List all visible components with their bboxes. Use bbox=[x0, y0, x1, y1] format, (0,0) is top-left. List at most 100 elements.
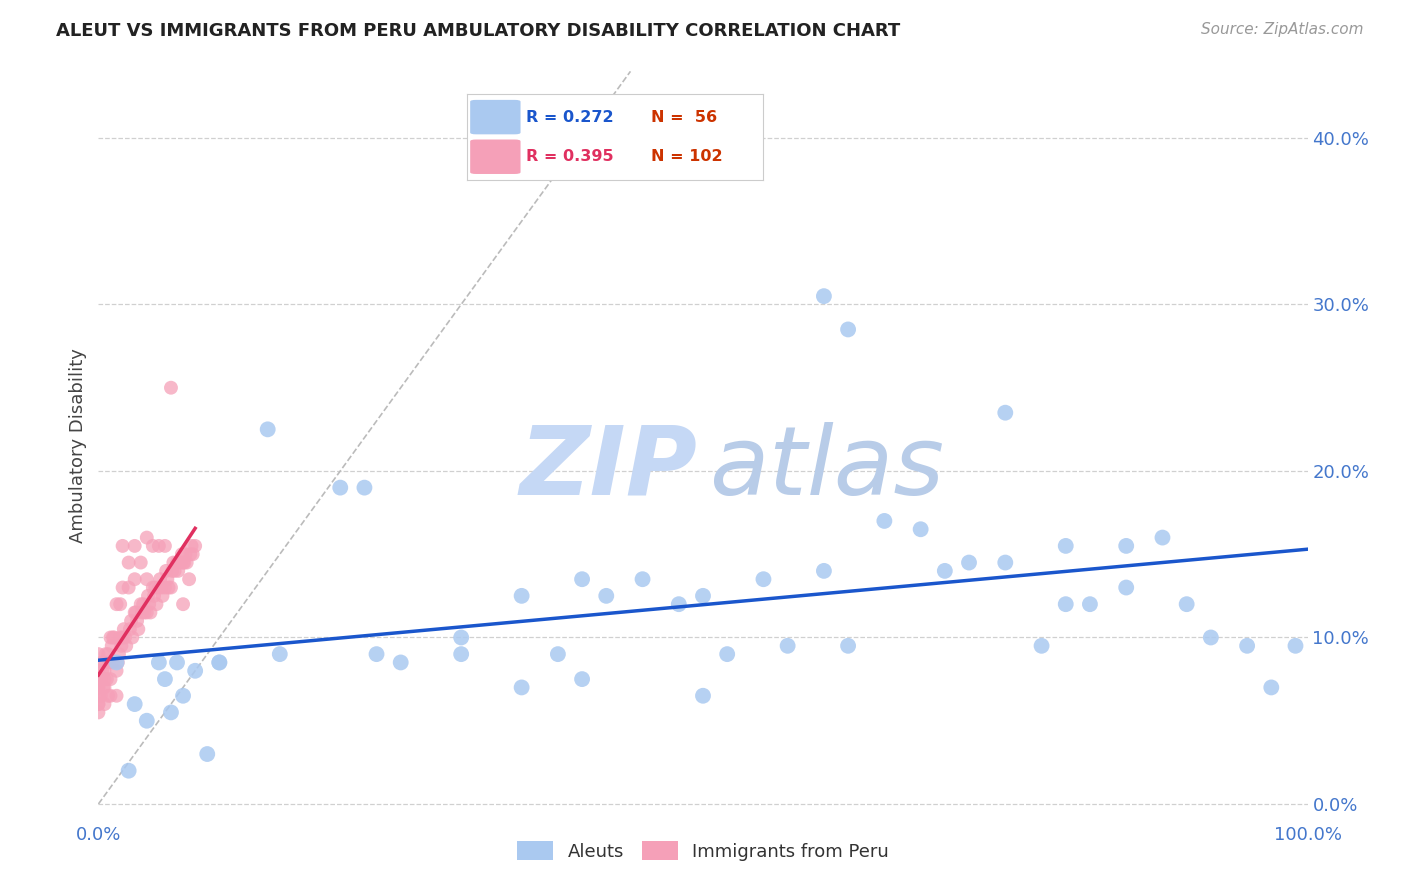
Point bbox=[172, 556, 194, 570]
Point bbox=[107, 656, 129, 670]
Point bbox=[595, 589, 617, 603]
Point bbox=[1031, 639, 1053, 653]
Point bbox=[208, 656, 231, 670]
Point bbox=[256, 422, 278, 436]
Point bbox=[135, 714, 157, 728]
Point bbox=[105, 664, 128, 678]
Point bbox=[837, 322, 859, 336]
Point bbox=[510, 589, 533, 603]
Point bbox=[87, 647, 110, 661]
Point bbox=[100, 672, 122, 686]
Point bbox=[135, 531, 157, 545]
Point bbox=[160, 581, 183, 595]
Point bbox=[127, 622, 149, 636]
Point bbox=[101, 631, 124, 645]
Point bbox=[692, 589, 714, 603]
Point bbox=[181, 547, 204, 561]
Point bbox=[129, 556, 152, 570]
Point bbox=[450, 647, 472, 661]
Point bbox=[118, 622, 141, 636]
Point bbox=[1199, 631, 1222, 645]
Point bbox=[115, 639, 138, 653]
Point bbox=[132, 597, 155, 611]
Text: atlas: atlas bbox=[709, 422, 943, 515]
Point bbox=[124, 539, 146, 553]
Point bbox=[172, 689, 194, 703]
Point bbox=[129, 597, 152, 611]
Point bbox=[118, 581, 141, 595]
Point bbox=[127, 614, 149, 628]
Point bbox=[156, 572, 179, 586]
Point bbox=[111, 581, 134, 595]
Point bbox=[87, 664, 110, 678]
Point bbox=[450, 631, 472, 645]
Point bbox=[179, 547, 201, 561]
Point bbox=[184, 664, 207, 678]
Point bbox=[87, 697, 110, 711]
Point bbox=[135, 572, 157, 586]
Point bbox=[813, 564, 835, 578]
Point bbox=[837, 639, 859, 653]
Point bbox=[163, 564, 186, 578]
Point bbox=[329, 481, 352, 495]
Point bbox=[94, 647, 117, 661]
Point bbox=[776, 639, 799, 653]
Point bbox=[91, 664, 114, 678]
Point bbox=[172, 597, 194, 611]
Point bbox=[87, 689, 110, 703]
Point bbox=[90, 689, 112, 703]
Point bbox=[366, 647, 388, 661]
Point bbox=[157, 581, 180, 595]
Point bbox=[1284, 639, 1306, 653]
Point bbox=[813, 289, 835, 303]
Text: ZIP: ZIP bbox=[519, 422, 697, 515]
Point bbox=[510, 681, 533, 695]
Legend: Aleuts, Immigrants from Peru: Aleuts, Immigrants from Peru bbox=[509, 834, 897, 868]
Point bbox=[93, 681, 115, 695]
Point bbox=[114, 631, 136, 645]
Point bbox=[1054, 597, 1077, 611]
Point bbox=[1078, 597, 1101, 611]
Point bbox=[269, 647, 291, 661]
Point bbox=[176, 556, 198, 570]
Text: ALEUT VS IMMIGRANTS FROM PERU AMBULATORY DISABILITY CORRELATION CHART: ALEUT VS IMMIGRANTS FROM PERU AMBULATORY… bbox=[56, 22, 900, 40]
Point bbox=[124, 606, 146, 620]
Point bbox=[752, 572, 775, 586]
Point bbox=[1236, 639, 1258, 653]
Point bbox=[100, 689, 122, 703]
Point bbox=[105, 597, 128, 611]
Point bbox=[153, 539, 176, 553]
Point bbox=[108, 647, 131, 661]
Point bbox=[103, 631, 125, 645]
Point bbox=[97, 689, 120, 703]
Text: Source: ZipAtlas.com: Source: ZipAtlas.com bbox=[1201, 22, 1364, 37]
Point bbox=[571, 672, 593, 686]
Point bbox=[98, 656, 121, 670]
Point bbox=[668, 597, 690, 611]
Point bbox=[910, 522, 932, 536]
Point bbox=[108, 597, 131, 611]
Point bbox=[169, 556, 191, 570]
Point bbox=[716, 647, 738, 661]
Point bbox=[90, 672, 112, 686]
Point bbox=[547, 647, 569, 661]
Point bbox=[166, 656, 188, 670]
Point bbox=[166, 556, 188, 570]
Point bbox=[208, 656, 231, 670]
Point bbox=[631, 572, 654, 586]
Point bbox=[93, 664, 115, 678]
Point bbox=[139, 606, 162, 620]
Point bbox=[994, 406, 1017, 420]
Point bbox=[162, 556, 184, 570]
Point bbox=[571, 572, 593, 586]
Point bbox=[143, 589, 166, 603]
Point bbox=[124, 697, 146, 711]
Point bbox=[91, 656, 114, 670]
Point bbox=[160, 706, 183, 720]
Point bbox=[148, 581, 170, 595]
Point bbox=[173, 556, 195, 570]
Point bbox=[101, 656, 124, 670]
Point bbox=[91, 681, 114, 695]
Point bbox=[142, 581, 165, 595]
Point bbox=[179, 572, 201, 586]
